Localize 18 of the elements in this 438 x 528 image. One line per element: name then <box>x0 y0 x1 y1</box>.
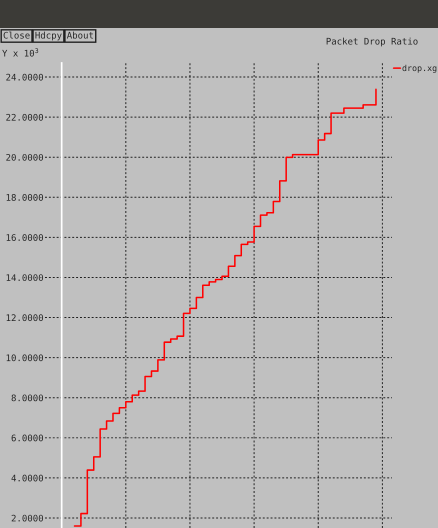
text: Hdcpy <box>35 32 62 40</box>
y-tick-label: 10.0000 <box>6 354 44 362</box>
y-tick-label: 8.0000 <box>12 394 44 402</box>
y-tick-label: 4.0000 <box>11 474 44 482</box>
y-tick-label: 24.0000 <box>6 74 44 81</box>
legend-label: drop.xg <box>402 64 436 73</box>
text: About <box>66 32 94 39</box>
y-tick-label: 20.0000 <box>6 154 44 161</box>
y-axis-title: Y x 10$^{3}$ <box>2 48 38 57</box>
y-tick-label: 18.0000 <box>6 194 44 201</box>
y-tick-label: 6.0000 <box>12 434 44 442</box>
text: Close <box>4 32 30 39</box>
y-tick-label: 16.0000 <box>6 234 44 241</box>
y-tick-label: 12.0000 <box>6 314 44 322</box>
y-tick-label: 22.0000 <box>6 114 44 121</box>
y-tick-label: 14.0000 <box>6 274 44 282</box>
chart-title: Packet Drop Ratio <box>326 38 418 46</box>
y-tick-label: 2.0000 <box>12 514 44 522</box>
